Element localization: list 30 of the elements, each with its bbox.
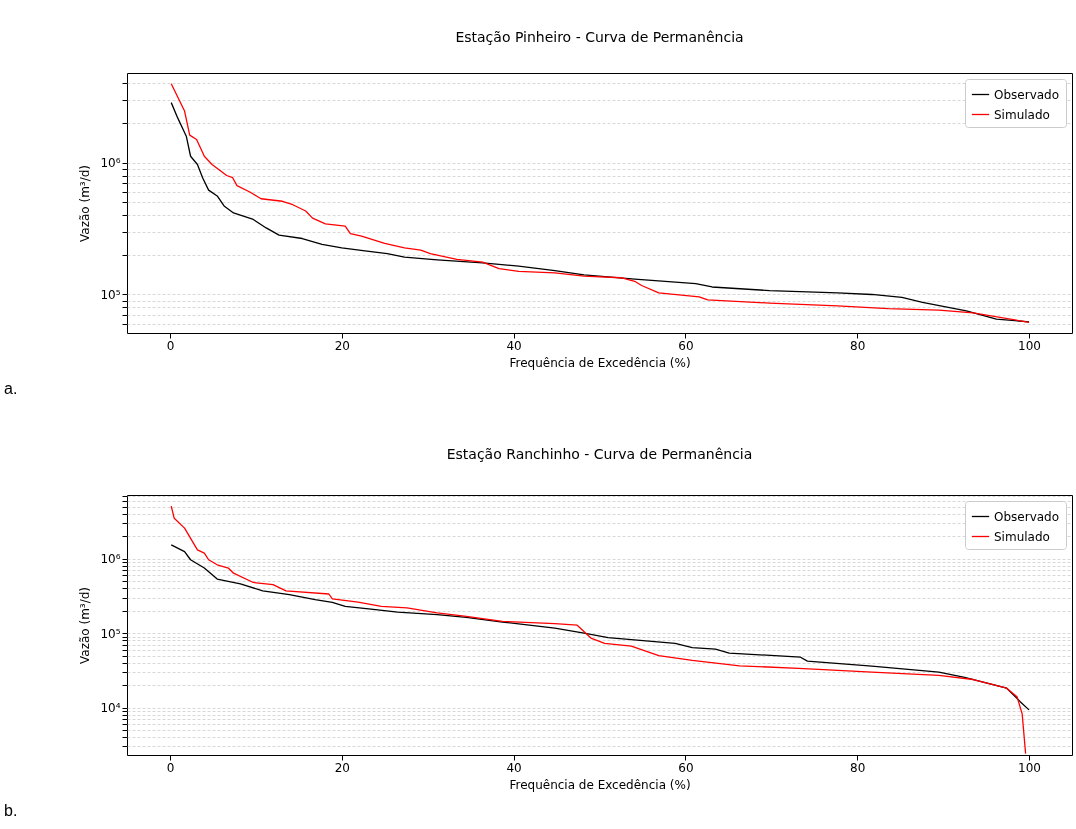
line-series: [170, 544, 1030, 711]
text: b.: [4, 802, 18, 820]
y-tick-label: 10⁶: [100, 552, 121, 567]
chart-title: Estação Ranchinho - Curva de Permanência: [446, 445, 753, 462]
legend-label: Simulado: [994, 529, 1050, 544]
x-tick-label: 40: [506, 760, 522, 775]
x-axis-title: Frequência de Excedência (%): [509, 777, 691, 792]
y-axis-title: Vazão (m³/d): [78, 165, 93, 242]
x-tick-label: 0: [166, 760, 175, 775]
legend-label: Simulado: [994, 107, 1050, 122]
x-tick-label: 60: [678, 760, 694, 775]
x-axis-title: Frequência de Excedência (%): [509, 355, 691, 370]
x-tick-label: 20: [334, 760, 350, 775]
x-tick-label: 100: [1018, 338, 1041, 353]
x-tick-label: 40: [506, 338, 522, 353]
x-tick-label: 20: [334, 338, 350, 353]
x-tick-label: 100: [1018, 760, 1041, 775]
x-tick-label: 60: [678, 338, 694, 353]
y-tick-label: 10⁵: [100, 626, 121, 641]
legend-label: Observado: [994, 87, 1060, 102]
text: a.: [4, 380, 18, 398]
x-tick-label: 80: [850, 760, 866, 775]
y-tick-label: 10⁶: [100, 156, 121, 171]
x-tick-label: 80: [850, 338, 866, 353]
y-tick-label: 10⁴: [100, 701, 121, 716]
legend-label: Observado: [994, 509, 1060, 524]
chart-title: Estação Pinheiro - Curva de Permanência: [455, 29, 744, 45]
y-tick-label: 10⁵: [100, 287, 121, 302]
y-axis-title: Vazão (m³/d): [78, 587, 93, 664]
x-tick-label: 0: [166, 338, 175, 353]
